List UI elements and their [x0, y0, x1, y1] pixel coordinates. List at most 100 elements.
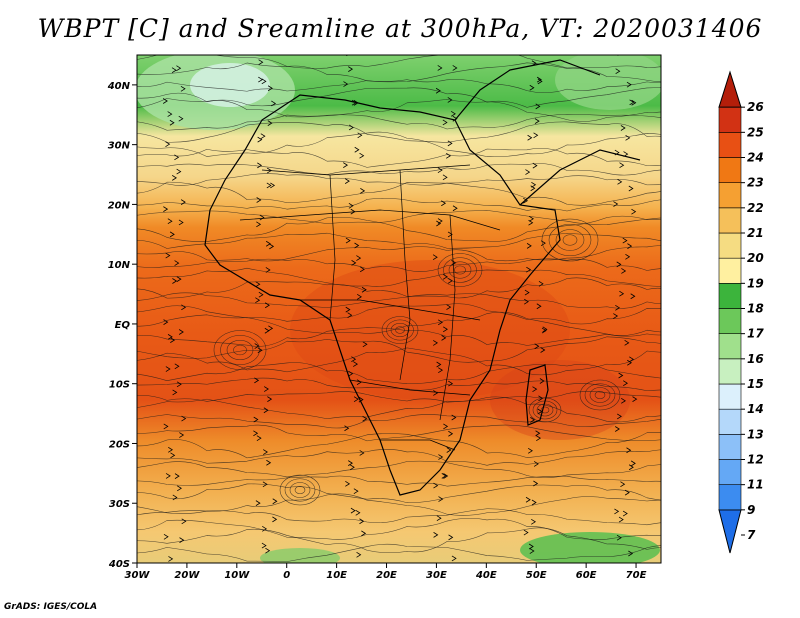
streamline-arrow	[442, 119, 448, 126]
streamline-arrow	[362, 415, 368, 422]
lon-tick-label: 10W	[224, 570, 250, 581]
streamline-arrow	[531, 499, 537, 506]
streamline	[137, 210, 661, 225]
streamline-arrow	[361, 530, 367, 537]
streamline	[137, 414, 661, 429]
streamline-arrow	[361, 286, 367, 293]
streamline	[137, 62, 661, 83]
streamline-arrow	[622, 237, 628, 244]
colorbar-swatch	[718, 434, 742, 460]
lon-tick-label: 0	[283, 570, 290, 581]
streamline-arrow	[527, 134, 533, 141]
streamline-arrow	[527, 447, 533, 454]
streamline-arrow	[614, 508, 620, 515]
streamline-arrow	[266, 459, 272, 466]
streamline-arrow	[621, 397, 626, 404]
streamline-arrow	[529, 84, 535, 91]
colorbar-label: 7	[747, 528, 756, 542]
streamline	[137, 460, 661, 479]
streamline-arrow	[525, 496, 531, 503]
streamline-vortex	[541, 218, 599, 262]
colorbar: 7 9 11 12 13 14 15 16 17 18 19 20 21 22 23 24 25 26	[718, 70, 764, 554]
streamline	[137, 121, 661, 143]
temperature-field	[137, 55, 661, 563]
streamline-vortex	[226, 339, 254, 361]
streamline-arrow	[176, 381, 182, 388]
streamline-arrow	[437, 319, 443, 326]
streamline-arrow	[525, 169, 531, 175]
streamline-arrow	[353, 396, 359, 403]
streamline-arrow	[448, 430, 454, 437]
streamline-arrow	[537, 78, 543, 85]
lon-tick-label: 60E	[576, 570, 597, 581]
streamline-arrow	[436, 515, 442, 522]
streamline-arrow	[270, 182, 276, 189]
streamline-arrow	[436, 220, 442, 227]
streamline-arrow	[178, 219, 184, 226]
streamline-arrow	[433, 390, 439, 396]
streamline-arrow	[176, 276, 182, 282]
streamline-arrow	[447, 97, 453, 103]
streamline	[137, 277, 661, 299]
streamline	[137, 292, 661, 309]
streamline-arrow	[623, 380, 628, 387]
colorbar-label: 22	[747, 201, 764, 215]
streamline-arrow	[174, 154, 180, 161]
streamline-arrow	[620, 481, 626, 488]
streamline-arrow	[616, 261, 622, 268]
streamline	[137, 245, 661, 262]
streamline	[137, 55, 661, 69]
streamline-arrow	[615, 68, 621, 75]
streamline-arrow	[536, 303, 542, 310]
colorbar-swatch	[718, 207, 742, 234]
colorbar-swatch	[718, 257, 742, 284]
lat-tick-label: 10N	[108, 260, 131, 271]
colorbar-label: 17	[747, 327, 764, 341]
streamline	[137, 163, 661, 176]
streamline-arrow	[630, 460, 636, 467]
streamline-arrow	[435, 87, 441, 94]
streamline-arrow	[268, 325, 274, 332]
streamline-vortex	[395, 326, 405, 334]
colorbar-swatch	[718, 408, 742, 435]
lon-tick-label: 30W	[125, 570, 151, 581]
streamline-arrow	[179, 432, 185, 438]
streamline-arrow	[163, 423, 169, 430]
country-borders	[239, 164, 501, 451]
streamline	[137, 215, 661, 242]
streamline-vortex	[536, 403, 554, 417]
lat-tick-label: 20N	[108, 200, 131, 211]
streamline-arrow	[535, 430, 541, 437]
streamline-arrow	[630, 293, 636, 300]
streamline	[137, 98, 661, 122]
streamline-arrow	[180, 199, 186, 205]
streamline-arrow	[628, 550, 634, 557]
streamline-vortex	[448, 261, 472, 279]
streamline-arrow	[357, 132, 363, 139]
chart-title: WBPT [C] and Sreamline at 300hPa, VT: 20…	[37, 14, 763, 43]
streamline-vortex	[284, 478, 316, 502]
streamline-arrow	[171, 67, 177, 74]
streamline-arrow	[265, 240, 271, 247]
streamline-arrow	[263, 407, 269, 414]
streamline	[137, 113, 661, 131]
streamline-vortex	[528, 397, 562, 423]
streamline-arrow	[448, 534, 454, 541]
lon-tick-label: 30E	[426, 570, 447, 581]
streamline-arrow	[613, 313, 619, 319]
streamline-arrow	[446, 304, 452, 310]
streamline-arrow	[625, 253, 631, 260]
streamline-arrow	[163, 319, 169, 325]
streamline-arrow	[442, 326, 448, 333]
streamlines	[137, 55, 661, 562]
streamline-arrow	[443, 423, 449, 430]
colorbar-label: 11	[747, 478, 764, 492]
streamline-arrow	[163, 206, 169, 212]
colorbar-swatch	[718, 459, 742, 485]
lon-tick-label: 70E	[626, 570, 647, 581]
streamline-arrow	[528, 219, 534, 226]
streamline-arrow	[628, 464, 634, 471]
colorbar-label: 23	[747, 176, 764, 190]
streamline-arrow	[541, 327, 547, 334]
streamline-arrow	[447, 140, 453, 147]
